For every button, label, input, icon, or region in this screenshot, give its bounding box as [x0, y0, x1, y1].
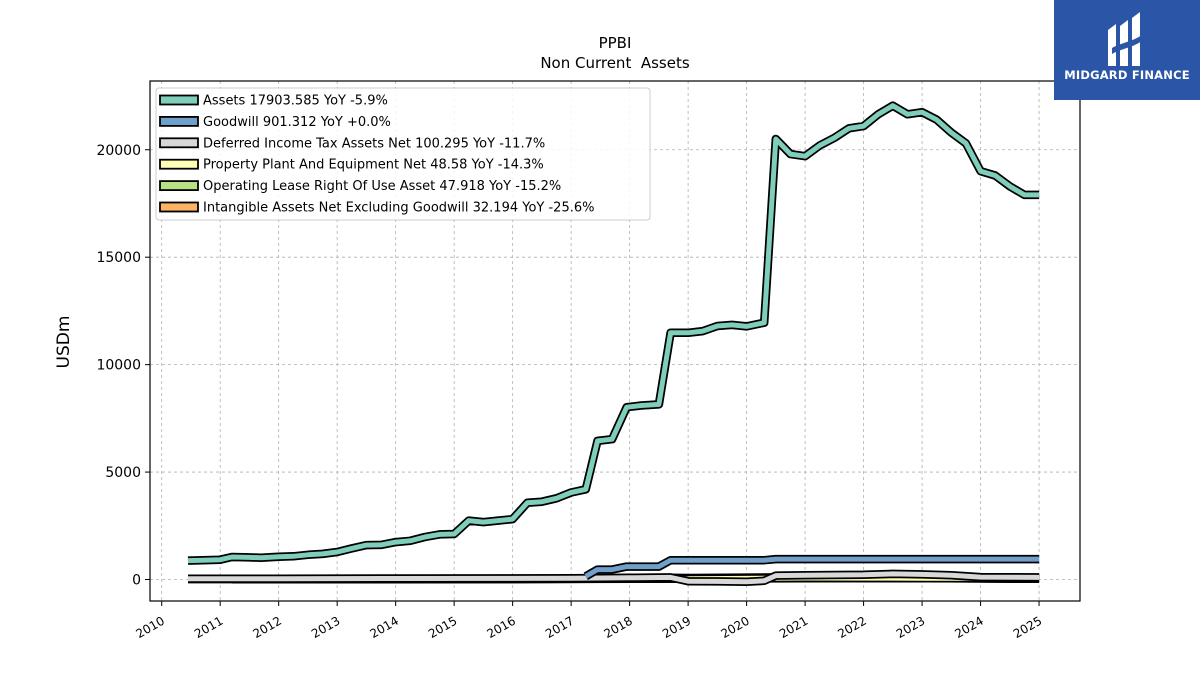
series-line: [584, 556, 1040, 579]
x-tick-label: 2010: [134, 614, 167, 641]
legend-label: Assets 17903.585 YoY -5.9%: [203, 94, 388, 109]
x-tick-label: 2020: [718, 614, 751, 641]
series-line: [187, 103, 1040, 564]
legend-swatch: [159, 201, 199, 213]
x-tick-label: 2016: [484, 614, 517, 641]
legend: Assets 17903.585 YoY -5.9% Goodwill 901.3…: [155, 87, 651, 221]
y-tick-label: 0: [132, 573, 141, 589]
y-tick-label: 5000: [105, 465, 141, 481]
legend-swatch: [159, 180, 199, 192]
logo-text: MIDGARD FINANCE: [1064, 68, 1190, 82]
x-tick-label: 2019: [660, 614, 693, 641]
series-1: [187, 101, 1040, 565]
x-tick-label: 2012: [251, 614, 284, 641]
legend-label: Operating Lease Right Of Use Asset 47.91…: [203, 179, 561, 194]
legend-label: Goodwill 901.312 YoY +0.0%: [203, 115, 391, 130]
x-tick-label: 2015: [426, 614, 459, 641]
series-2: [583, 554, 1040, 580]
x-tick-label: 2022: [835, 614, 868, 641]
legend-label: Deferred Income Tax Assets Net 100.295 Y…: [203, 136, 545, 151]
legend-label: Intangible Assets Net Excluding Goodwill…: [203, 201, 594, 216]
y-tick-label: 15000: [96, 250, 141, 266]
legend-swatch: [159, 137, 199, 149]
y-axis-label: USDm: [54, 316, 74, 369]
x-tick-label: 2024: [952, 614, 985, 641]
legend-box: [155, 87, 651, 221]
x-tick-label: 2017: [543, 614, 576, 641]
legend-swatch: [159, 94, 199, 106]
x-tick-label: 2025: [1011, 614, 1044, 641]
logo-mark-icon: [1108, 12, 1146, 66]
midgard-finance-logo: MIDGARD FINANCE: [1054, 0, 1200, 100]
series-3: [188, 569, 1040, 586]
x-tick-label: 2023: [894, 614, 927, 641]
legend-swatch: [159, 116, 199, 127]
chart-title: PPBI: [599, 34, 632, 52]
x-tick-label: 2021: [777, 614, 810, 641]
chart-subtitle: Non Current Assets: [540, 54, 690, 72]
x-tick-label: 2013: [309, 614, 342, 641]
x-tick-label: 2014: [368, 614, 401, 641]
legend-swatch: [159, 158, 199, 170]
plot-frame: [149, 80, 1081, 602]
y-tick-label: 20000: [96, 143, 141, 159]
series-line: [188, 571, 1040, 585]
y-tick-label: 10000: [96, 358, 141, 374]
x-tick-label: 2018: [601, 614, 634, 641]
series-lines: [187, 101, 1040, 586]
x-tick-label: 2011: [192, 614, 225, 641]
legend-label: Property Plant And Equipment Net 48.58 Y…: [203, 158, 544, 173]
